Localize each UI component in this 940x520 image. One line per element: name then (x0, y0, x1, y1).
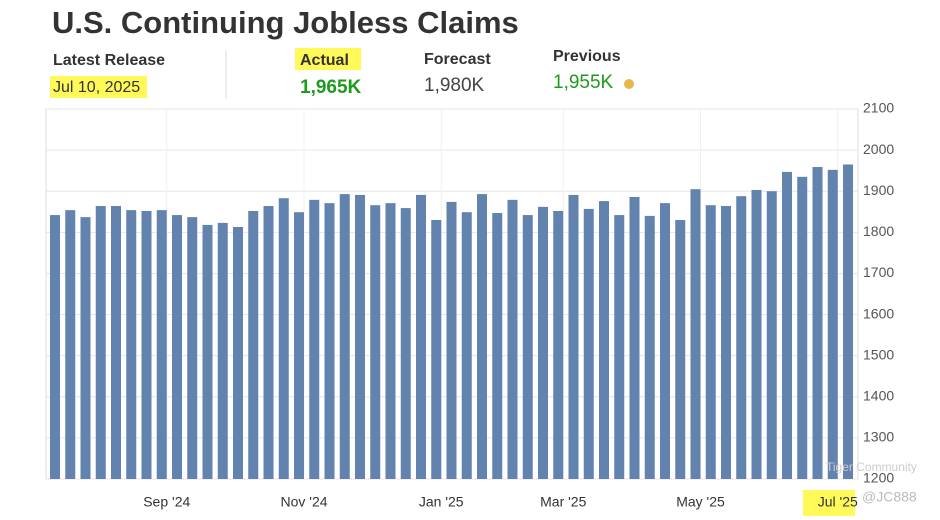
bar (660, 203, 670, 479)
bar (766, 191, 777, 479)
bar (65, 210, 76, 479)
forecast-label: Forecast (424, 51, 491, 68)
bar (141, 210, 152, 479)
bar (675, 220, 686, 479)
bar (507, 199, 518, 479)
x-tick-label: Jan '25 (419, 494, 464, 510)
bar (172, 215, 182, 480)
bar (156, 210, 167, 479)
bar (278, 198, 289, 479)
forecast-value: 1,980K (424, 75, 485, 96)
bar (355, 194, 365, 479)
bar (202, 224, 213, 479)
bar (782, 171, 792, 479)
bar (431, 220, 442, 479)
bar (111, 206, 121, 479)
highlight (50, 76, 147, 98)
y-tick-label: 2000 (863, 141, 894, 157)
chart-title: U.S. Continuing Jobless Claims (52, 5, 519, 40)
bar (629, 196, 640, 479)
bar (797, 176, 808, 480)
bar (812, 166, 823, 479)
y-tick-label: 1400 (863, 387, 894, 403)
x-tick-label: Jul '25 (818, 494, 858, 510)
y-tick-label: 1800 (863, 223, 894, 239)
bar (705, 205, 716, 479)
bar (446, 201, 457, 479)
bar (690, 189, 701, 479)
bar (751, 189, 762, 479)
bar (385, 203, 396, 479)
bar (217, 222, 228, 479)
bar (187, 217, 198, 479)
bar (50, 215, 60, 480)
watermark: Tiger Community (826, 460, 917, 474)
previous-label: Previous (553, 48, 621, 65)
release-date: Jul 10, 2025 (53, 79, 140, 96)
bar (461, 212, 472, 479)
bar (736, 196, 747, 479)
actual-value: 1,965K (300, 77, 362, 98)
bar (522, 215, 533, 480)
bar (80, 217, 91, 479)
x-tick-label: May '25 (676, 494, 725, 510)
y-tick-label: 1500 (863, 346, 894, 362)
bar (324, 203, 335, 479)
bar (263, 206, 274, 479)
bar (233, 226, 243, 479)
bar (538, 206, 548, 479)
y-tick-label: 2100 (863, 100, 894, 116)
bar (827, 169, 838, 479)
bar (583, 208, 594, 479)
bar (400, 208, 411, 480)
bar (843, 164, 853, 479)
highlight (295, 48, 361, 70)
bar (248, 210, 259, 479)
y-tick-label: 1700 (863, 264, 894, 280)
x-tick-label: Nov '24 (280, 494, 327, 510)
bar (339, 194, 350, 479)
bar (309, 199, 320, 479)
previous-value: 1,955K (553, 72, 614, 93)
watermark-user: @JC888 (862, 489, 917, 505)
bar (553, 210, 564, 479)
bar (614, 215, 625, 480)
y-tick-label: 1200 (863, 470, 894, 486)
highlight (803, 490, 855, 516)
bar (126, 210, 137, 479)
status-dot (624, 79, 634, 89)
bar (721, 206, 731, 479)
release-label: Latest Release (53, 52, 165, 69)
x-tick-label: Sep '24 (143, 494, 190, 510)
bar (477, 194, 487, 479)
y-tick-label: 1900 (863, 182, 894, 198)
x-tick-label: Mar '25 (540, 494, 586, 510)
bar (568, 194, 579, 479)
bar (644, 215, 655, 479)
bar (370, 205, 381, 479)
y-tick-label: 1600 (863, 305, 894, 321)
bar (416, 194, 426, 479)
bar (95, 206, 106, 479)
actual-label: Actual (300, 52, 349, 69)
bar (599, 201, 609, 480)
y-tick-label: 1300 (863, 429, 894, 445)
bar (294, 212, 304, 479)
bar (492, 213, 503, 479)
